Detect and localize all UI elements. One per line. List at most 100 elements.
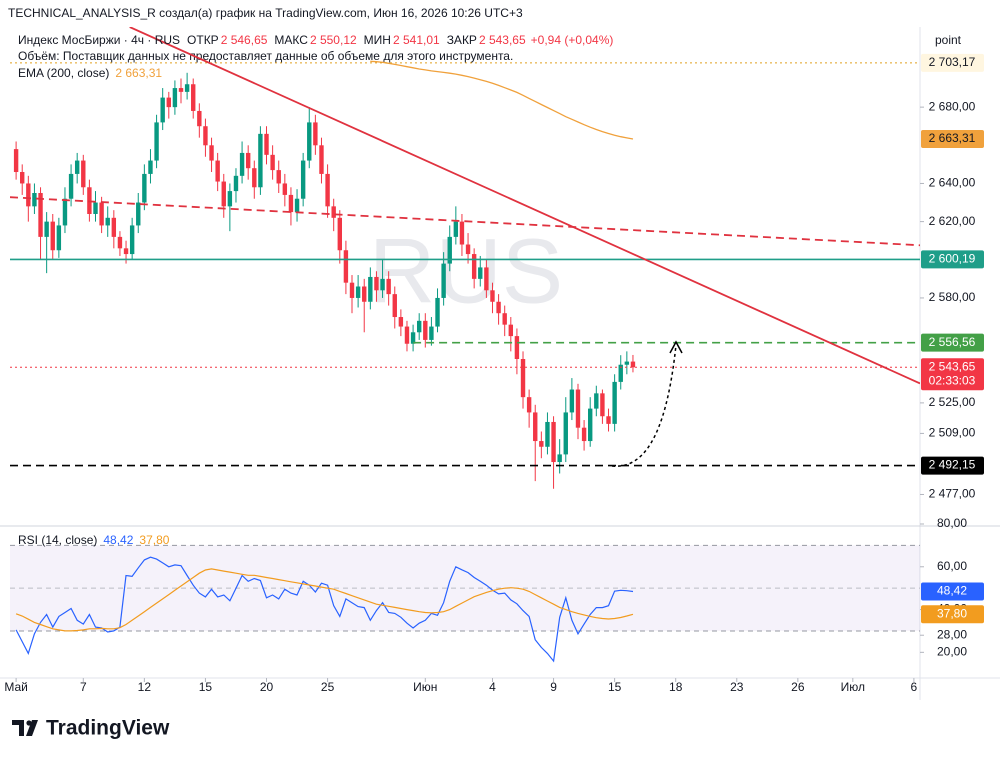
ohlc-label: ЗАКР xyxy=(447,33,477,47)
overlay-name: EMA (200, close) xyxy=(18,66,109,80)
candle-body xyxy=(496,301,501,314)
ohlc-value: 2 546,65 xyxy=(221,33,268,47)
candle-body xyxy=(575,389,581,428)
candle-body xyxy=(26,183,31,207)
ohlc-label: МИН xyxy=(364,33,391,47)
x-tick-label: 20 xyxy=(260,680,274,694)
candle-body xyxy=(471,254,477,279)
x-tick-label: 7 xyxy=(80,680,87,694)
candle-body xyxy=(478,267,483,279)
candle-body xyxy=(563,412,568,455)
scale-label: point xyxy=(935,33,962,47)
ohlc-value: 2 550,12 xyxy=(310,33,357,47)
price-badge-label: 2 703,17 xyxy=(929,55,976,69)
ohlc-value: 2 541,01 xyxy=(393,33,440,47)
candle-body xyxy=(447,236,452,264)
candle-body xyxy=(484,267,489,291)
trend-line xyxy=(129,27,920,385)
x-tick-label: 25 xyxy=(321,680,335,694)
candle-body xyxy=(276,170,281,184)
ohlc-label: МАКС xyxy=(274,33,308,47)
price-badge-label: 37,80 xyxy=(937,606,967,620)
y-tick-label: 2 525,00 xyxy=(929,395,976,409)
forecast-arrow-head xyxy=(669,340,683,354)
candle-body xyxy=(117,236,123,249)
candle-body xyxy=(520,359,526,398)
candle-body xyxy=(233,175,239,192)
y-tick-label: 80,00 xyxy=(937,516,967,530)
candle-body xyxy=(123,248,129,255)
candle-body xyxy=(319,145,324,174)
candle-body xyxy=(307,122,312,161)
legend-title: Индекс МосБиржи · 4ч · RUS xyxy=(18,33,180,47)
price-badge-label: 2 663,31 xyxy=(929,131,976,145)
forecast-arrow xyxy=(611,344,677,467)
candle-body xyxy=(191,84,196,111)
candle-body xyxy=(533,412,538,442)
candle-body xyxy=(154,122,159,161)
candle-body xyxy=(74,160,80,174)
candle-body xyxy=(313,122,318,146)
candle-body xyxy=(203,126,208,146)
price-badge-label: 02:33:03 xyxy=(929,373,976,387)
candle-body xyxy=(612,381,617,424)
candle-body xyxy=(105,217,110,226)
candle-body xyxy=(172,88,178,108)
candle-body xyxy=(368,276,373,302)
candle-body xyxy=(539,441,544,447)
candle-body xyxy=(380,278,385,291)
price-badge xyxy=(921,605,984,624)
candle-body xyxy=(252,168,257,188)
x-tick-label: 18 xyxy=(669,680,683,694)
candle-body xyxy=(245,152,251,169)
rsi-line xyxy=(15,568,634,632)
candle-body xyxy=(398,317,404,327)
candle-body xyxy=(288,194,294,213)
x-tick-label: Июн xyxy=(413,680,437,694)
x-tick-label: 9 xyxy=(550,680,557,694)
candle-body xyxy=(337,217,342,251)
candle-body xyxy=(594,393,599,409)
candle-body xyxy=(490,290,495,302)
candle-body xyxy=(526,397,532,413)
attribution: TECHNICAL_ANALYSIS_R создал(а) график на… xyxy=(8,6,523,20)
candle-body xyxy=(588,408,593,442)
candle-body xyxy=(129,225,135,255)
candle-body xyxy=(258,133,263,188)
trend-line xyxy=(10,196,920,247)
overlay-value: 2 663,31 xyxy=(115,66,162,80)
price-badge-label: 2 543,65 xyxy=(929,359,976,373)
legend-title: RSI (14, close) xyxy=(18,533,97,547)
y-tick-label: 20,00 xyxy=(937,645,967,659)
price-badge xyxy=(921,250,984,269)
candle-body xyxy=(111,217,117,237)
x-tick-label: 15 xyxy=(608,680,622,694)
logo-text: TradingView xyxy=(46,717,170,740)
x-tick-label: 26 xyxy=(791,680,805,694)
candle-body xyxy=(465,244,471,255)
ema-line xyxy=(370,60,634,140)
y-tick-label: 2 680,00 xyxy=(929,99,976,113)
volume-note: Объём: Поставщик данных не предоставляет… xyxy=(18,49,513,63)
candle-body xyxy=(38,193,43,237)
candle-body xyxy=(392,294,397,318)
candle-body xyxy=(355,286,361,298)
y-tick-label: 2 640,00 xyxy=(929,176,976,190)
y-tick-label: 28,00 xyxy=(937,627,967,641)
candle-body xyxy=(68,173,74,199)
price-badge xyxy=(921,358,984,391)
candle-body xyxy=(264,133,269,155)
legend-row: RSI (14, close) 48,42 37,80 xyxy=(18,533,170,547)
candle-body xyxy=(386,278,391,295)
candle-body xyxy=(502,313,507,325)
candle-body xyxy=(343,250,349,283)
candle-body xyxy=(557,454,562,463)
candle-body xyxy=(32,193,37,207)
candle-body xyxy=(423,320,428,340)
candle-body xyxy=(606,416,611,424)
x-tick-label: Май xyxy=(4,680,28,694)
candle-body xyxy=(429,326,434,340)
price-badge xyxy=(921,53,984,72)
